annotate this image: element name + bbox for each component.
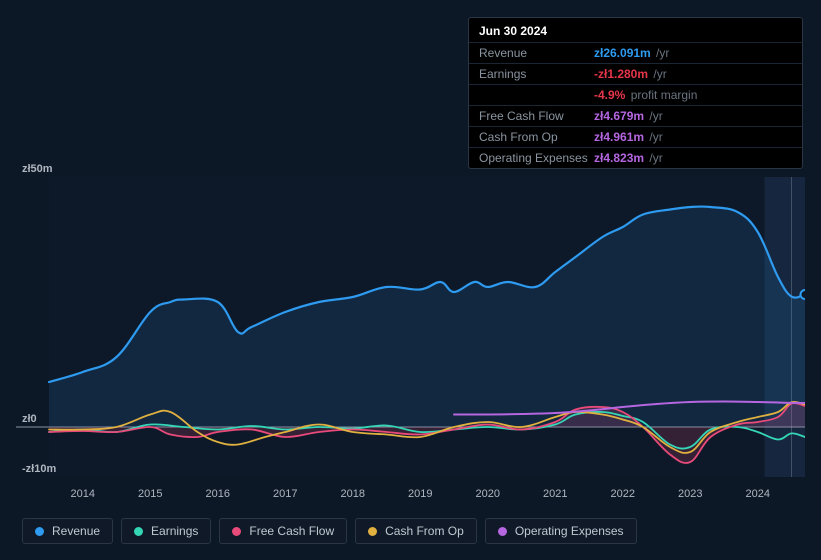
x-axis-label: 2015 bbox=[138, 488, 162, 500]
chart-area[interactable] bbox=[16, 155, 805, 500]
legend-label: Free Cash Flow bbox=[249, 524, 334, 538]
tooltip-label: Revenue bbox=[479, 45, 594, 61]
legend-swatch bbox=[368, 527, 377, 536]
x-axis-label: 2018 bbox=[341, 488, 365, 500]
legend-label: Revenue bbox=[52, 524, 100, 538]
x-axis-label: 2022 bbox=[611, 488, 635, 500]
tooltip-value: zł4.823m /yr bbox=[594, 150, 663, 166]
x-axis-label: 2024 bbox=[746, 488, 770, 500]
legend-item[interactable]: Earnings bbox=[121, 518, 211, 544]
x-axis-label: 2017 bbox=[273, 488, 297, 500]
tooltip-label bbox=[479, 87, 594, 103]
tooltip-label: Operating Expenses bbox=[479, 150, 594, 166]
tooltip-row: Free Cash Flowzł4.679m /yr bbox=[469, 105, 802, 126]
x-axis-label: 2021 bbox=[543, 488, 567, 500]
tooltip-row: Operating Expenseszł4.823m /yr bbox=[469, 147, 802, 168]
legend-item[interactable]: Cash From Op bbox=[355, 518, 477, 544]
legend-swatch bbox=[498, 527, 507, 536]
y-axis-label: zł50m bbox=[22, 163, 53, 175]
tooltip-label: Free Cash Flow bbox=[479, 108, 594, 124]
y-axis-label: -zł10m bbox=[22, 463, 56, 475]
legend-swatch bbox=[134, 527, 143, 536]
legend-label: Operating Expenses bbox=[515, 524, 624, 538]
legend-item[interactable]: Free Cash Flow bbox=[219, 518, 347, 544]
x-axis-label: 2019 bbox=[408, 488, 432, 500]
tooltip-label: Earnings bbox=[479, 66, 594, 82]
x-axis-label: 2023 bbox=[678, 488, 702, 500]
x-axis-label: 2014 bbox=[71, 488, 95, 500]
x-axis-label: 2020 bbox=[476, 488, 500, 500]
tooltip-value: -4.9% profit margin bbox=[594, 87, 697, 103]
tooltip-value: zł4.961m /yr bbox=[594, 129, 663, 145]
chart-svg bbox=[16, 155, 805, 500]
tooltip-row: Earnings-zł1.280m /yr bbox=[469, 63, 802, 84]
y-axis-label: zł0 bbox=[22, 413, 37, 425]
x-axis-label: 2016 bbox=[206, 488, 230, 500]
tooltip-row: Revenuezł26.091m /yr bbox=[469, 42, 802, 63]
legend-label: Earnings bbox=[151, 524, 198, 538]
chart-legend: Revenue Earnings Free Cash Flow Cash From O… bbox=[22, 518, 637, 544]
tooltip-value: zł4.679m /yr bbox=[594, 108, 663, 124]
tooltip-row: Cash From Opzł4.961m /yr bbox=[469, 126, 802, 147]
tooltip-date: Jun 30 2024 bbox=[469, 18, 802, 42]
legend-swatch bbox=[35, 527, 44, 536]
legend-swatch bbox=[232, 527, 241, 536]
legend-item[interactable]: Revenue bbox=[22, 518, 113, 544]
legend-label: Cash From Op bbox=[385, 524, 464, 538]
tooltip-label: Cash From Op bbox=[479, 129, 594, 145]
tooltip-row: -4.9% profit margin bbox=[469, 84, 802, 105]
tooltip-value: -zł1.280m /yr bbox=[594, 66, 667, 82]
legend-item[interactable]: Operating Expenses bbox=[485, 518, 637, 544]
tooltip-value: zł26.091m /yr bbox=[594, 45, 669, 61]
chart-tooltip: Jun 30 2024 Revenuezł26.091m /yrEarnings… bbox=[468, 17, 803, 169]
